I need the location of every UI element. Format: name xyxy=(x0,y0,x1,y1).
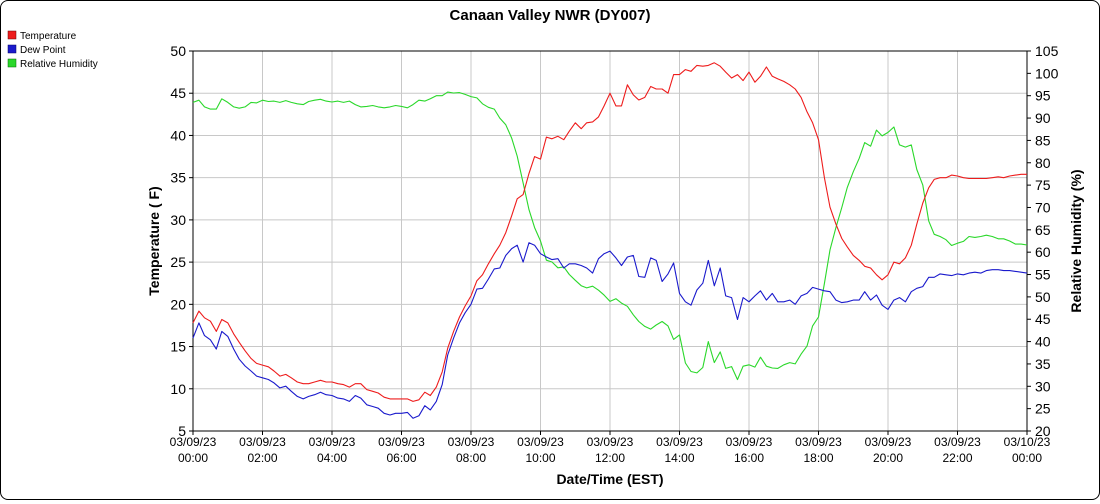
y-axis-left-label: Temperature ( F) xyxy=(146,186,162,295)
x-tick-time: 00:00 xyxy=(1012,451,1042,465)
x-tick-date: 03/10/23 xyxy=(1004,435,1051,449)
x-tick-time: 18:00 xyxy=(803,451,833,465)
right-tick-label: 25 xyxy=(1035,401,1051,417)
right-tick-label: 105 xyxy=(1035,43,1059,59)
x-tick-date: 03/09/23 xyxy=(726,435,773,449)
left-tick-label: 35 xyxy=(170,170,186,186)
left-tick-label: 10 xyxy=(170,381,186,397)
x-tick-time: 12:00 xyxy=(595,451,625,465)
right-tick-label: 80 xyxy=(1035,155,1051,171)
x-tick-time: 08:00 xyxy=(456,451,486,465)
right-tick-label: 20 xyxy=(1035,423,1051,439)
legend-label-temperature: Temperature xyxy=(20,31,77,42)
x-tick-date: 03/09/23 xyxy=(448,435,495,449)
x-tick-time: 04:00 xyxy=(317,451,347,465)
legend-swatch-temperature xyxy=(7,30,17,40)
x-tick-time: 02:00 xyxy=(247,451,277,465)
x-tick-time: 20:00 xyxy=(873,451,903,465)
right-tick-label: 95 xyxy=(1035,88,1051,104)
right-tick-label: 70 xyxy=(1035,199,1051,215)
left-tick-label: 5 xyxy=(178,423,186,439)
left-tick-label: 40 xyxy=(170,127,186,143)
x-tick-time: 22:00 xyxy=(942,451,972,465)
chart-title: Canaan Valley NWR (DY007) xyxy=(450,7,651,24)
left-axis: 5 10 15 20 25 30 35 40 45 50 xyxy=(170,43,193,439)
left-tick-label: 20 xyxy=(170,296,186,312)
x-tick-time: 14:00 xyxy=(664,451,694,465)
legend-label-dew-point: Dew Point xyxy=(20,45,66,56)
right-tick-label: 65 xyxy=(1035,222,1051,238)
legend-item-dew-point[interactable]: Dew Point xyxy=(7,44,66,56)
right-tick-label: 30 xyxy=(1035,378,1051,394)
x-tick-time: 10:00 xyxy=(525,451,555,465)
right-tick-label: 60 xyxy=(1035,244,1051,260)
series-lines xyxy=(192,62,1028,419)
right-tick-label: 35 xyxy=(1035,356,1051,372)
right-tick-label: 85 xyxy=(1035,132,1051,148)
right-tick-label: 75 xyxy=(1035,177,1051,193)
legend: Temperature Dew Point Relative Humidity xyxy=(7,30,98,70)
x-tick-time: 06:00 xyxy=(386,451,416,465)
x-axis: 03/09/23 00:00 03/09/23 02:00 03/09/23 04:00 0… xyxy=(170,431,1051,465)
legend-swatch-relative-humidity xyxy=(7,58,17,68)
right-tick-label: 55 xyxy=(1035,267,1051,283)
left-tick-label: 30 xyxy=(170,212,186,228)
x-tick-date: 03/09/23 xyxy=(239,435,286,449)
x-tick-time: 16:00 xyxy=(734,451,764,465)
legend-item-temperature[interactable]: Temperature xyxy=(7,30,77,42)
legend-item-relative-humidity[interactable]: Relative Humidity xyxy=(7,58,98,70)
left-tick-label: 25 xyxy=(170,254,186,270)
left-tick-label: 45 xyxy=(170,85,186,101)
x-tick-date: 03/09/23 xyxy=(309,435,356,449)
x-tick-date: 03/09/23 xyxy=(517,435,564,449)
right-tick-label: 50 xyxy=(1035,289,1051,305)
right-tick-label: 100 xyxy=(1035,65,1059,81)
x-tick-date: 03/09/23 xyxy=(865,435,912,449)
series-line-relative-humidity xyxy=(192,91,1028,381)
x-axis-label: Date/Time (EST) xyxy=(556,471,663,487)
series-line-dew-point xyxy=(192,242,1028,419)
x-tick-date: 03/09/23 xyxy=(587,435,634,449)
x-tick-time: 00:00 xyxy=(178,451,208,465)
x-tick-date: 03/09/23 xyxy=(656,435,703,449)
right-tick-label: 40 xyxy=(1035,334,1051,350)
x-tick-date: 03/09/23 xyxy=(795,435,842,449)
series-line-temperature xyxy=(192,62,1027,402)
y-axis-right-label: Relative Humidity (%) xyxy=(1068,169,1084,312)
left-tick-label: 50 xyxy=(170,43,186,59)
x-tick-date: 03/09/23 xyxy=(170,435,217,449)
x-tick-date: 03/09/23 xyxy=(378,435,425,449)
right-tick-label: 45 xyxy=(1035,311,1051,327)
left-tick-label: 15 xyxy=(170,339,186,355)
gridlines xyxy=(192,50,1028,432)
legend-label-relative-humidity: Relative Humidity xyxy=(20,59,98,70)
x-tick-date: 03/09/23 xyxy=(934,435,981,449)
right-axis: 20 25 30 35 40 45 50 55 60 65 70 75 80 85 90 95 100 105 xyxy=(1027,43,1059,439)
legend-swatch-dew-point xyxy=(7,44,17,54)
right-tick-label: 90 xyxy=(1035,110,1051,126)
